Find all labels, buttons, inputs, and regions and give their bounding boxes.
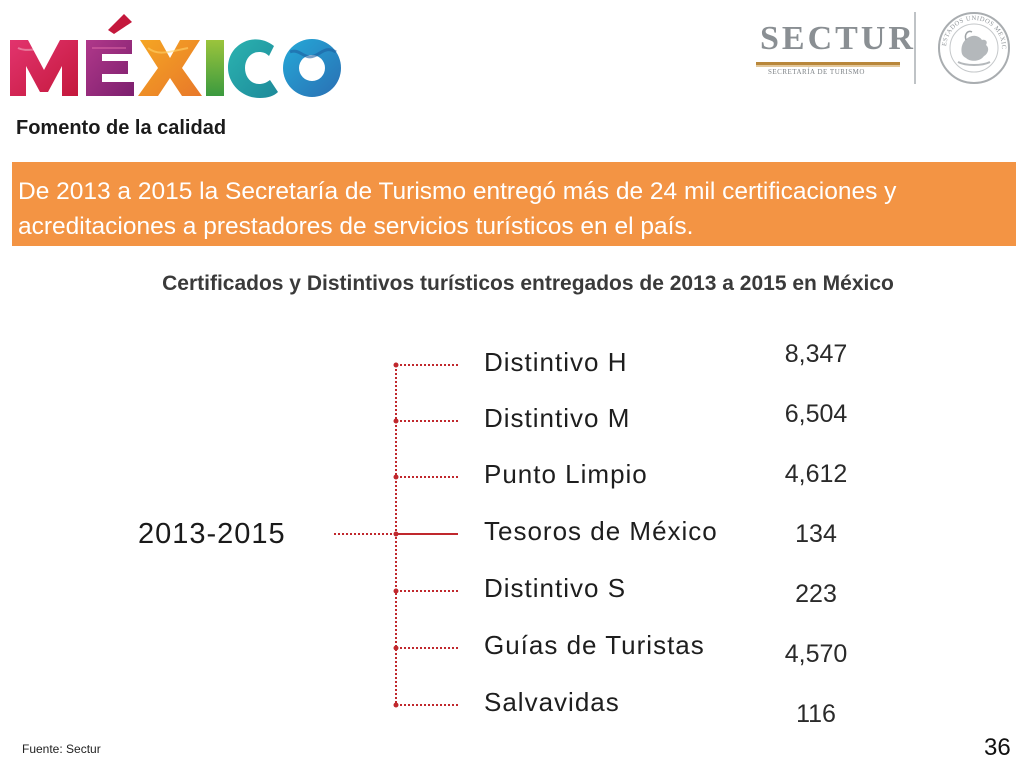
- tree-diagram: [334, 362, 458, 708]
- certification-label: Guías de Turistas: [484, 630, 705, 660]
- header-divider: [914, 12, 916, 84]
- period-root-label: 2013-2015: [138, 518, 286, 550]
- certification-label: Distintivo M: [484, 403, 631, 433]
- certification-count: 116: [796, 700, 836, 728]
- section-subtitle: Fomento de la calidad: [16, 117, 227, 139]
- banner-text: De 2013 a 2015 la Secretaría de Turismo …: [18, 178, 897, 240]
- national-seal-icon: ESTADOS UNIDOS MEXICANOS: [936, 10, 1012, 86]
- sectur-subtitle: SECRETARÍA DE TURISMO: [768, 68, 865, 76]
- sectur-rule-light: [756, 65, 900, 67]
- certification-count: 223: [795, 580, 837, 608]
- connector-node: [393, 531, 399, 537]
- certification-count: 8,347: [784, 340, 848, 368]
- connector-node: [393, 702, 399, 708]
- certification-label: Punto Limpio: [484, 459, 648, 489]
- certification-count: 134: [795, 520, 837, 548]
- source-note: Fuente: Sectur: [22, 742, 101, 756]
- connector-node: [393, 362, 399, 368]
- sectur-wordmark: SECTUR: [760, 20, 916, 57]
- mexico-brand-logo: [8, 8, 348, 104]
- certification-count: 6,504: [784, 400, 848, 428]
- certification-label: Tesoros de México: [484, 516, 718, 546]
- highlight-banner: De 2013 a 2015 la Secretaría de Turismo …: [12, 162, 1016, 246]
- sectur-rule: [756, 62, 900, 65]
- certification-label: Distintivo S: [484, 573, 627, 603]
- certification-label: Salvavidas: [484, 687, 620, 717]
- sectur-logo: SECTUR SECRETARÍA DE TURISMO ESTADOS UNI…: [752, 10, 1012, 90]
- certification-label: Distintivo H: [484, 347, 628, 377]
- chart-title: Certificados y Distintivos turísticos en…: [162, 272, 894, 295]
- connector-node: [393, 474, 399, 480]
- certification-count: 4,612: [784, 460, 848, 488]
- connector-node: [393, 588, 399, 594]
- page-number: 36: [984, 734, 1011, 761]
- certification-count: 4,570: [784, 640, 848, 668]
- connector-node: [393, 645, 399, 651]
- connector-node: [393, 418, 399, 424]
